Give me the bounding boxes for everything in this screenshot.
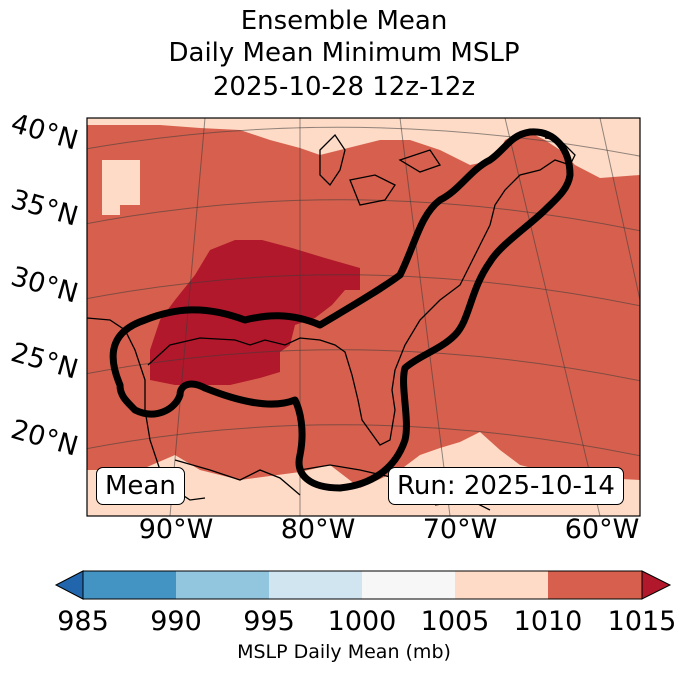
colorbar-under-arrow (54, 570, 84, 600)
colorbar-bin-1005-1010 (455, 571, 548, 599)
field-above-1015 (150, 240, 360, 385)
run-date-box: Run: 2025-10-14 (388, 467, 624, 505)
colorbar-bin-1010-1015 (548, 571, 642, 599)
colorbar-tick-1000: 1000 (327, 606, 397, 637)
colorbar-tick-990: 990 (150, 606, 202, 637)
colorbar-tick-1005: 1005 (420, 606, 490, 637)
colorbar-bin-990-995 (176, 571, 269, 599)
ensemble-contour (109, 128, 574, 492)
great-lakes (319, 133, 346, 187)
lon-label-80: 80°W (280, 514, 356, 545)
field-1005-1010-north (87, 118, 640, 178)
title-line-3: 2025-10-28 12z-12z (212, 72, 476, 102)
field-1005-1010-northwest (102, 160, 140, 215)
lon-label-70: 70°W (422, 514, 498, 545)
colorbar (54, 570, 672, 600)
map-frame (86, 117, 641, 517)
colorbar-bin-1000-1005 (362, 571, 455, 599)
colorbar-tick-985: 985 (57, 606, 109, 637)
mean-label-box: Mean (96, 467, 185, 505)
colorbar-tick-1010: 1010 (513, 606, 583, 637)
colorbar-bin-995-1000 (269, 571, 362, 599)
colorbar-label: MSLP Daily Mean (mb) (237, 641, 451, 663)
title-line-2: Daily Mean Minimum MSLP (168, 38, 520, 68)
title-line-1: Ensemble Mean (240, 6, 448, 36)
yucatan (174, 459, 301, 496)
colorbar-frame (82, 570, 643, 600)
colorbar-tick-1015: 1015 (607, 606, 677, 637)
lon-label-90: 90°W (138, 514, 214, 545)
colorbar-bin-985-990 (83, 571, 176, 599)
lon-label-60: 60°W (564, 514, 640, 545)
colorbar-over-arrow (641, 570, 672, 600)
colorbar-tick-995: 995 (243, 606, 295, 637)
